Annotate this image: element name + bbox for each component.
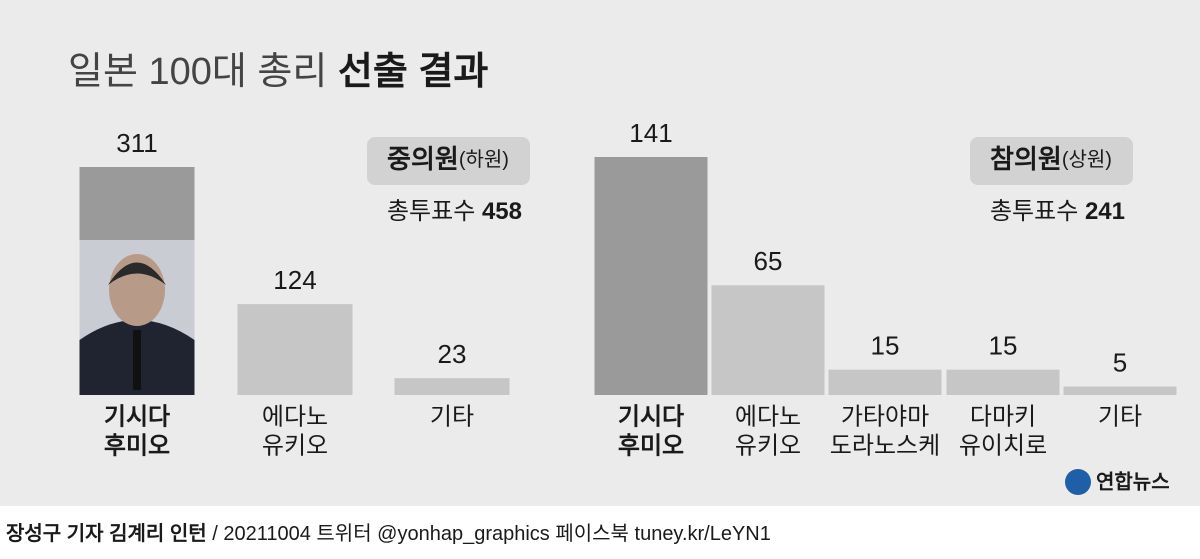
value-label: 15 <box>989 331 1018 361</box>
photo-hair <box>108 262 166 285</box>
total: 총투표수 241 <box>990 198 1125 225</box>
badge <box>367 137 530 185</box>
category-label: 후미오 <box>618 432 684 459</box>
category-label: 에다노 <box>735 403 801 430</box>
value-label: 5 <box>1113 347 1127 377</box>
chamber-note: (하원) <box>459 148 509 171</box>
category-label: 유키오 <box>262 432 328 459</box>
footer: 장성구 기자 김계리 인턴 / 20211004 트위터 @yonhap_gra… <box>6 522 771 545</box>
badge <box>970 137 1133 185</box>
category-label: 기타 <box>430 403 474 430</box>
chamber-name: 참의원(상원) <box>990 144 1112 174</box>
bar <box>946 369 1060 395</box>
logo-text: 연합뉴스 <box>1096 470 1170 493</box>
total-value: 241 <box>1085 198 1125 225</box>
category-label: 유키오 <box>735 432 801 459</box>
category-label: 가타야마 <box>841 403 929 430</box>
bar <box>394 378 510 395</box>
title: 일본 100대 총리 선출 결과 <box>68 51 488 93</box>
value-label: 15 <box>871 331 900 361</box>
value-label: 65 <box>754 246 783 276</box>
value-label: 311 <box>116 128 157 158</box>
value-label: 124 <box>273 265 316 295</box>
photo-mic <box>133 330 141 390</box>
chamber-note: (상원) <box>1062 148 1112 171</box>
bar <box>237 304 353 395</box>
category-label: 다마키 <box>970 403 1036 430</box>
total-label: 총투표수 <box>990 198 1078 225</box>
value-label: 23 <box>438 339 467 369</box>
logo: 연합뉴스 <box>1065 469 1170 495</box>
bar <box>1063 386 1177 395</box>
category-label: 기시다 <box>104 403 170 430</box>
chamber: 참의원 <box>990 144 1062 174</box>
category-label: 도라노스케 <box>830 432 940 459</box>
bar <box>711 285 825 395</box>
chamber-name: 중의원(하원) <box>387 144 509 174</box>
category-label: 에다노 <box>262 403 328 430</box>
total: 총투표수 458 <box>387 198 522 225</box>
category-label: 후미오 <box>104 432 170 459</box>
photo <box>79 240 195 395</box>
bar <box>594 157 708 395</box>
chamber: 중의원 <box>387 144 459 174</box>
total-value: 458 <box>482 198 522 225</box>
category-label: 기시다 <box>618 403 684 430</box>
category-label: 기타 <box>1098 403 1142 430</box>
total-label: 총투표수 <box>387 198 475 225</box>
bar <box>828 369 942 395</box>
value-label: 141 <box>629 118 672 148</box>
category-label: 유이치로 <box>959 432 1047 459</box>
